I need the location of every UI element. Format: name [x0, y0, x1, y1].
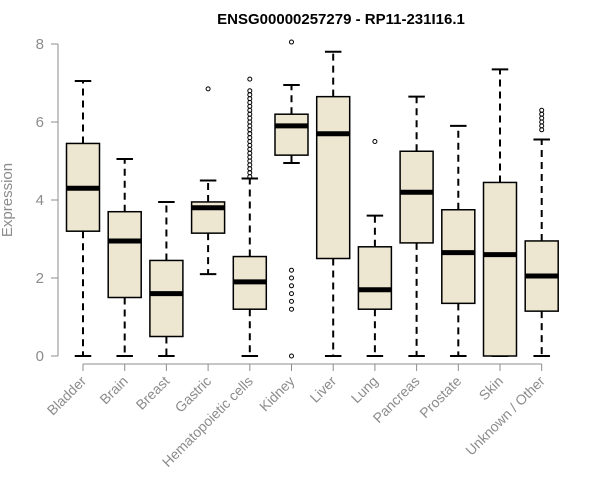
x-tick-label: Liver: [307, 373, 340, 406]
iqr-box: [315, 95, 351, 260]
outlier-point: [289, 283, 294, 289]
x-tick-label: Bladder: [44, 373, 90, 419]
box-breast: [149, 200, 184, 357]
outlier-point: [289, 306, 294, 312]
outlier-point: [539, 107, 545, 113]
box-prostate: [441, 124, 476, 357]
iqr-box: [357, 246, 393, 310]
box-gastric: [190, 86, 226, 276]
x-tick-label: Kidney: [256, 373, 298, 415]
outlier-point: [289, 353, 294, 359]
iqr-box: [274, 113, 309, 156]
box-hematopoietic-cells: [232, 76, 268, 357]
chart-title: ENSG00000257279 - RP11-231I16.1: [217, 11, 465, 28]
outlier-point: [289, 39, 294, 45]
box-liver: [315, 50, 351, 357]
box-unknown-other: [524, 107, 559, 357]
x-tick-label: Brain: [96, 373, 130, 407]
box-lung: [357, 139, 393, 357]
iqr-box: [482, 181, 518, 357]
iqr-box: [149, 259, 184, 338]
y-tick-label: 4: [36, 192, 44, 209]
y-tick-label: 0: [36, 348, 44, 365]
outlier-point: [247, 88, 253, 94]
outlier-point: [247, 76, 253, 82]
outlier-point: [289, 267, 294, 273]
y-tick-label: 2: [36, 270, 44, 287]
x-tick-label: Skin: [476, 373, 507, 404]
y-tick-label: 6: [36, 114, 44, 131]
x-tick-label: Unknown / Other: [462, 373, 548, 459]
y-axis-label: Expression: [0, 163, 16, 237]
outlier-point: [289, 291, 294, 297]
box-pancreas: [399, 95, 434, 357]
x-tick-label: Prostate: [416, 373, 464, 421]
outlier-point: [372, 139, 378, 144]
iqr-box: [399, 150, 434, 244]
box-kidney: [274, 39, 309, 359]
outlier-point: [539, 127, 545, 133]
y-tick-label: 8: [36, 36, 44, 53]
iqr-box: [107, 210, 142, 299]
box-brain: [107, 158, 142, 357]
y-axis: 0 2 4 6 8: [36, 36, 59, 365]
outlier-point: [289, 298, 294, 304]
box-skin: [482, 68, 518, 357]
iqr-box: [441, 209, 476, 305]
x-tick-label: Lung: [348, 373, 381, 406]
outlier-point: [289, 275, 294, 281]
x-tick-label: Breast: [133, 373, 173, 413]
outlier-point: [205, 86, 211, 92]
plot-area: [65, 39, 559, 359]
box-bladder: [65, 80, 101, 357]
